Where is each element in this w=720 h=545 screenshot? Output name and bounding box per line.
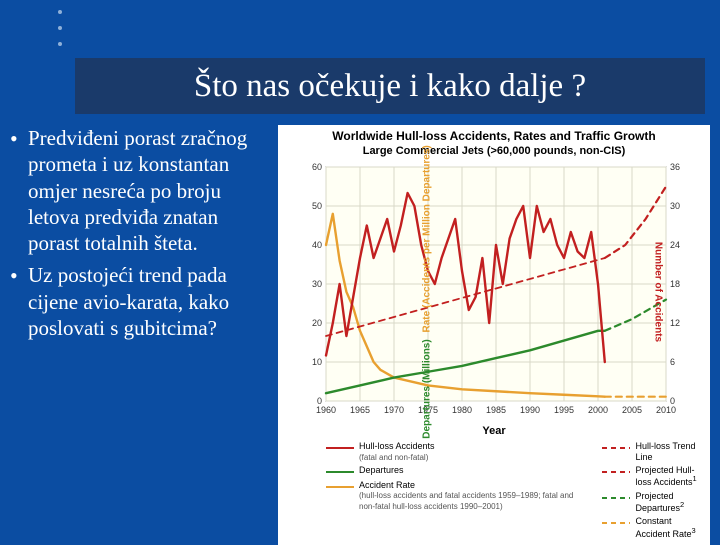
decorative-bullets: [58, 10, 62, 46]
x-axis-label: Year: [282, 425, 706, 437]
svg-text:50: 50: [312, 201, 322, 211]
legend-item: Projected Hull-loss Accidents1: [602, 465, 704, 488]
y-right-axis-label: Number of Accidents: [652, 242, 663, 342]
svg-text:24: 24: [670, 240, 680, 250]
chart-column: Worldwide Hull-loss Accidents, Rates and…: [278, 125, 710, 545]
svg-text:36: 36: [670, 162, 680, 172]
svg-text:1985: 1985: [486, 405, 506, 415]
title-bar: Što nas očekuje i kako dalje ?: [75, 58, 705, 114]
svg-text:1965: 1965: [350, 405, 370, 415]
svg-text:2010: 2010: [656, 405, 676, 415]
svg-text:1995: 1995: [554, 405, 574, 415]
bullet-item: Uz postojeći trend pada cijene avio-kara…: [10, 262, 272, 341]
legend-item: Hull-loss Trend Line: [602, 441, 704, 462]
svg-text:1970: 1970: [384, 405, 404, 415]
legend-item: Projected Departures2: [602, 491, 704, 514]
svg-text:30: 30: [312, 279, 322, 289]
svg-text:1990: 1990: [520, 405, 540, 415]
svg-text:2005: 2005: [622, 405, 642, 415]
legend-item: Hull-loss Accidents(fatal and non-fatal): [326, 441, 586, 462]
svg-text:1960: 1960: [316, 405, 336, 415]
legend-item: Accident Rate(hull-loss accidents and fa…: [326, 480, 586, 511]
bullet-list: Predviđeni porast zračnog prometa i uz k…: [10, 125, 272, 545]
content-row: Predviđeni porast zračnog prometa i uz k…: [10, 125, 710, 545]
svg-text:2000: 2000: [588, 405, 608, 415]
svg-text:10: 10: [312, 357, 322, 367]
svg-text:6: 6: [670, 357, 675, 367]
chart-title-line2: Large Commercial Jets (>60,000 pounds, n…: [282, 145, 706, 157]
chart-svg: 0102030405060061218243036196019651970197…: [282, 161, 706, 423]
chart-legend: Hull-loss Accidents(fatal and non-fatal)…: [282, 437, 706, 539]
chart-card: Worldwide Hull-loss Accidents, Rates and…: [278, 125, 710, 545]
legend-item: Constant Accident Rate3: [602, 516, 704, 539]
svg-text:12: 12: [670, 318, 680, 328]
svg-text:18: 18: [670, 279, 680, 289]
y-left-axis-label: Departures (Millions) Rate (Accidents pe…: [421, 146, 432, 440]
slide-title: Što nas očekuje i kako dalje ?: [194, 68, 586, 105]
chart-title-line1: Worldwide Hull-loss Accidents, Rates and…: [282, 129, 706, 143]
svg-text:30: 30: [670, 201, 680, 211]
plot-area: Departures (Millions) Rate (Accidents pe…: [282, 161, 706, 423]
svg-text:20: 20: [312, 318, 322, 328]
svg-text:1980: 1980: [452, 405, 472, 415]
svg-text:60: 60: [312, 162, 322, 172]
legend-item: Departures: [326, 465, 586, 477]
bullet-item: Predviđeni porast zračnog prometa i uz k…: [10, 125, 272, 256]
svg-text:40: 40: [312, 240, 322, 250]
